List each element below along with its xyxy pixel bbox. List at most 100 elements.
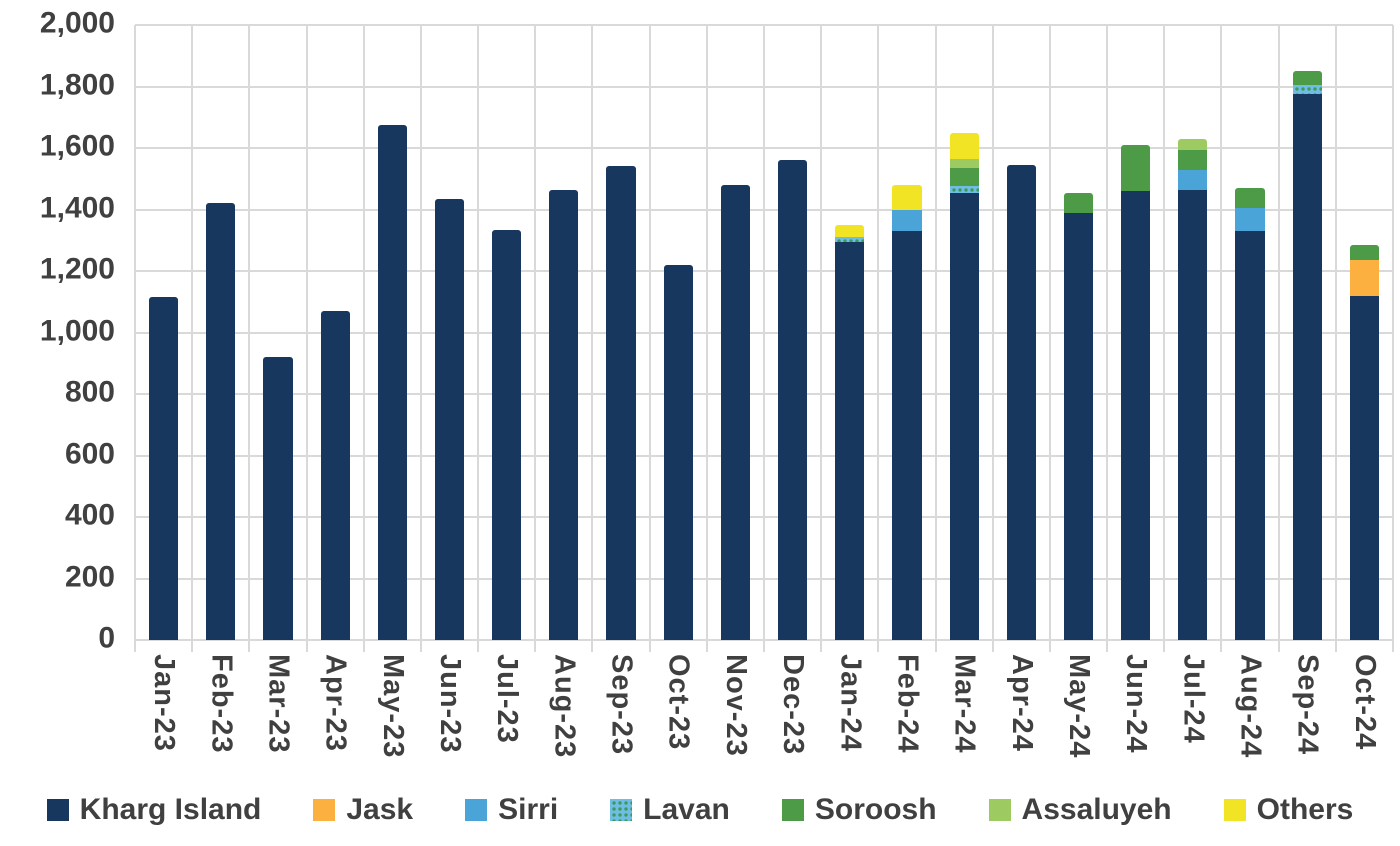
vertical-gridline <box>419 25 422 652</box>
bar-segment-kharg-island <box>1006 164 1036 640</box>
vertical-gridline <box>1106 25 1109 652</box>
x-tick-label: Feb-24 <box>891 654 924 754</box>
bar-segment-kharg-island <box>320 310 350 640</box>
bar-segment-soroosh <box>1063 192 1094 213</box>
y-tick-label: 200 <box>64 560 115 593</box>
bar-segment-others <box>835 224 865 238</box>
vertical-gridline <box>705 25 708 652</box>
vertical-gridline <box>1277 25 1280 652</box>
x-tick-label: Nov-23 <box>719 654 752 757</box>
vertical-gridline <box>591 25 594 652</box>
y-tick-label: 0 <box>98 621 115 655</box>
vertical-gridline <box>820 25 823 652</box>
y-tick-label: 1,200 <box>39 252 115 286</box>
bar-segment-kharg-island <box>206 203 236 640</box>
bar-segment-sirri <box>1178 169 1208 190</box>
vertical-gridline <box>134 25 136 652</box>
x-tick-label: May-23 <box>376 654 409 759</box>
bar-segment-kharg-island <box>263 357 293 640</box>
bar-segment-sirri <box>892 209 922 232</box>
x-tick-label: Sep-24 <box>1291 654 1324 756</box>
vertical-gridline <box>477 25 480 652</box>
bar-segment-sirri <box>1235 207 1265 232</box>
vertical-gridline <box>305 25 308 652</box>
legend-swatch-jask <box>313 799 336 821</box>
vertical-gridline <box>1163 25 1166 652</box>
plot-area <box>134 24 1394 652</box>
bar-segment-soroosh <box>1235 187 1265 208</box>
bar-segment-jask <box>1349 260 1379 296</box>
y-tick-label: 1,800 <box>39 68 115 101</box>
vertical-gridline <box>534 25 537 652</box>
bar-segment-kharg-island <box>377 124 407 640</box>
x-tick-label: Mar-24 <box>948 654 981 754</box>
bar-segment-kharg-island <box>1121 191 1151 640</box>
bar-segment-others <box>949 132 979 159</box>
legend-label: Jask <box>346 793 414 826</box>
bar-segment-kharg-island <box>949 192 979 640</box>
legend-item-soroosh: Soroosh <box>781 793 937 826</box>
bar-segment-assaluyeh <box>1178 138 1208 150</box>
bar-segment-others <box>892 184 922 210</box>
legend-swatch-others <box>1223 799 1246 821</box>
legend-label: Lavan <box>643 793 730 826</box>
bar-segment-kharg-island <box>1063 212 1094 640</box>
x-tick-label: Jan-24 <box>834 654 867 752</box>
x-tick-label: Feb-23 <box>205 654 238 754</box>
vertical-gridline <box>1220 25 1223 652</box>
legend-item-kharg-island: Kharg Island <box>46 793 262 826</box>
vertical-gridline <box>1392 25 1394 652</box>
legend-label: Kharg Island <box>79 793 262 826</box>
bar-segment-soroosh <box>1349 244 1379 261</box>
legend-label: Assaluyeh <box>1021 793 1172 826</box>
legend-item-sirri: Sirri <box>465 795 558 825</box>
bar-segment-kharg-island <box>1178 189 1208 640</box>
x-tick-label: May-24 <box>1063 654 1095 759</box>
bar-segment-soroosh <box>1121 144 1151 192</box>
legend-swatch-sirri <box>465 799 488 821</box>
bar-segment-kharg-island <box>720 184 750 640</box>
vertical-gridline <box>1048 25 1051 652</box>
vertical-gridline <box>648 25 651 652</box>
bar-segment-kharg-island <box>892 231 922 640</box>
vertical-gridline <box>763 25 765 652</box>
x-tick-label: Oct-24 <box>1348 654 1381 751</box>
legend-item-lavan: Lavan <box>610 795 730 825</box>
legend-item-jask: Jask <box>313 795 413 825</box>
legend-swatch-soroosh <box>781 799 804 821</box>
vertical-gridline <box>877 25 880 652</box>
bar-segment-kharg-island <box>835 241 865 640</box>
bar-segment-kharg-island <box>492 229 522 640</box>
legend-item-assaluyeh: Assaluyeh <box>988 793 1172 826</box>
x-tick-label: Oct-23 <box>662 654 695 751</box>
bar-segment-soroosh <box>1178 149 1208 170</box>
legend-swatch-lavan <box>610 799 633 821</box>
x-tick-label: Aug-24 <box>1234 654 1267 759</box>
legend-swatch-assaluyeh <box>988 799 1011 821</box>
legend-label: Soroosh <box>814 793 937 826</box>
y-tick-label: 400 <box>64 498 115 532</box>
x-tick-label: Jul-24 <box>1177 654 1210 744</box>
x-tick-label: Aug-23 <box>548 654 581 759</box>
bar-segment-kharg-island <box>663 264 693 640</box>
x-tick-label: Jun-23 <box>434 654 466 754</box>
x-tick-label: Sep-23 <box>605 654 638 756</box>
bar-segment-kharg-island <box>1292 94 1322 640</box>
x-tick-label: Jan-23 <box>148 654 181 752</box>
vertical-gridline <box>248 25 251 652</box>
bar-segment-kharg-island <box>606 166 636 640</box>
bar-segment-lavan <box>949 186 979 193</box>
legend-swatch-kharg-island <box>46 799 69 821</box>
legend: Kharg Island Jask Sirri Lavan Soroosh Assaluy… <box>0 795 1400 825</box>
y-tick-label: 1,400 <box>39 191 115 224</box>
x-tick-label: Dec-23 <box>777 654 810 756</box>
bar-segment-kharg-island <box>434 198 465 640</box>
x-tick-label: Jun-24 <box>1120 654 1153 754</box>
vertical-gridline <box>362 25 365 652</box>
legend-label: Sirri <box>498 793 559 826</box>
y-tick-label: 1,600 <box>39 129 115 163</box>
bar-segment-kharg-island <box>1235 231 1265 640</box>
x-axis-tick-labels: Jan-23 Feb-23 Mar-23 Apr-23 May-23 Jun-23 Jul-… <box>135 650 1393 785</box>
y-tick-label: 1,000 <box>39 314 115 347</box>
